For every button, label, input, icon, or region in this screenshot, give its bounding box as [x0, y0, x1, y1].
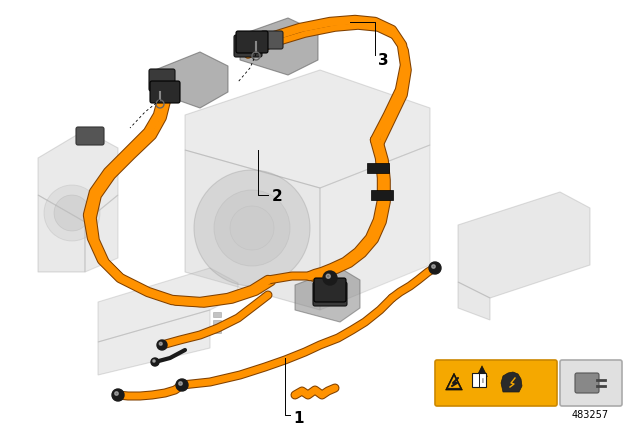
FancyBboxPatch shape: [261, 31, 283, 49]
Text: i: i: [481, 378, 483, 384]
Circle shape: [429, 262, 441, 274]
Polygon shape: [320, 145, 430, 310]
Polygon shape: [185, 70, 430, 188]
Polygon shape: [448, 376, 460, 388]
Circle shape: [230, 206, 274, 250]
Polygon shape: [477, 366, 488, 376]
Polygon shape: [240, 18, 318, 75]
Circle shape: [115, 392, 118, 395]
Bar: [367, 163, 389, 173]
FancyBboxPatch shape: [150, 81, 180, 103]
Circle shape: [44, 185, 100, 241]
Bar: [213, 328, 221, 333]
Polygon shape: [38, 130, 118, 222]
Text: 3: 3: [378, 52, 388, 68]
Circle shape: [176, 379, 188, 391]
Circle shape: [326, 274, 330, 278]
Polygon shape: [155, 52, 228, 108]
FancyBboxPatch shape: [575, 373, 599, 393]
Circle shape: [112, 389, 124, 401]
Circle shape: [151, 358, 159, 366]
Polygon shape: [501, 372, 522, 392]
FancyBboxPatch shape: [435, 360, 557, 406]
Circle shape: [159, 342, 163, 345]
FancyBboxPatch shape: [314, 278, 346, 302]
Text: 1: 1: [293, 410, 303, 426]
Circle shape: [157, 340, 167, 350]
Circle shape: [194, 170, 310, 286]
Bar: [371, 190, 393, 200]
Text: 483257: 483257: [572, 410, 609, 420]
Bar: [472, 373, 486, 387]
Circle shape: [214, 190, 290, 266]
FancyBboxPatch shape: [76, 127, 104, 145]
FancyBboxPatch shape: [149, 69, 175, 91]
FancyBboxPatch shape: [234, 35, 262, 57]
Polygon shape: [98, 268, 238, 342]
Circle shape: [153, 360, 155, 362]
FancyBboxPatch shape: [560, 360, 622, 406]
Circle shape: [54, 195, 90, 231]
Polygon shape: [185, 150, 320, 310]
Text: 2: 2: [272, 189, 283, 203]
Polygon shape: [445, 373, 462, 390]
Polygon shape: [458, 282, 490, 320]
Bar: [213, 320, 221, 325]
Polygon shape: [458, 192, 590, 298]
FancyBboxPatch shape: [236, 31, 268, 53]
Bar: [213, 312, 221, 317]
FancyBboxPatch shape: [313, 282, 347, 306]
Polygon shape: [98, 310, 210, 375]
Circle shape: [179, 382, 182, 385]
Circle shape: [432, 265, 435, 268]
Polygon shape: [38, 195, 85, 272]
Polygon shape: [295, 268, 360, 322]
Polygon shape: [85, 195, 118, 272]
Circle shape: [323, 271, 337, 285]
